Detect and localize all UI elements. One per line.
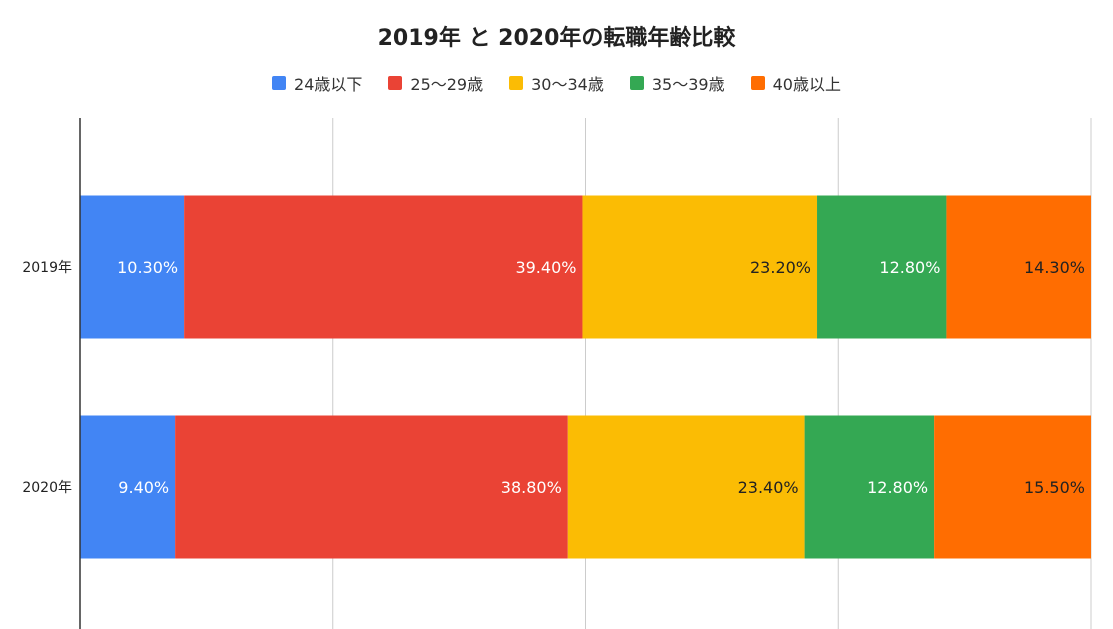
data-label-0-4: 14.30% xyxy=(1024,258,1085,277)
category-label-0: 2019年 xyxy=(22,260,72,276)
bar-1-2 xyxy=(567,415,805,559)
legend-swatch-1 xyxy=(388,76,403,90)
legend-label-0: 24歳以下 xyxy=(294,75,363,94)
bar-1-1 xyxy=(175,415,568,559)
legend-item-2: 30〜34歳 xyxy=(509,71,604,95)
bar-0-3 xyxy=(817,195,947,339)
bar-0-0 xyxy=(80,195,185,339)
legend-label-1: 25〜29歳 xyxy=(410,75,484,94)
data-label-0-1: 39.40% xyxy=(515,258,576,277)
legend: 24歳以下 25〜29歳 30〜34歳 35〜39歳 40歳以上 xyxy=(0,71,1113,95)
data-label-1-1: 38.80% xyxy=(501,478,562,497)
legend-label-2: 30〜34歳 xyxy=(531,75,604,94)
bar-1-4 xyxy=(934,415,1091,559)
data-label-1-2: 23.40% xyxy=(738,478,799,497)
legend-item-3: 35〜39歳 xyxy=(629,71,725,95)
bar-0-2 xyxy=(582,195,818,339)
data-label-1-0: 9.40% xyxy=(118,478,169,497)
bar-0-1 xyxy=(184,195,583,339)
data-label-1-4: 15.50% xyxy=(1024,478,1085,497)
bar-1-3 xyxy=(804,415,935,559)
data-label-0-0: 10.30% xyxy=(117,258,178,277)
legend-swatch-3 xyxy=(629,76,644,90)
bar-0-4 xyxy=(946,195,1091,339)
legend-item-4: 40歳以上 xyxy=(750,71,841,95)
legend-swatch-4 xyxy=(750,76,765,90)
legend-swatch-0 xyxy=(272,76,287,90)
data-label-1-3: 12.80% xyxy=(867,478,928,497)
chart-title: 2019年 と 2020年の転職年齢比較 xyxy=(377,26,736,51)
legend-swatch-2 xyxy=(509,76,524,90)
legend-label-4: 40歳以上 xyxy=(772,75,841,94)
data-label-0-3: 12.80% xyxy=(879,258,940,277)
legend-item-0: 24歳以下 xyxy=(272,71,362,95)
data-label-0-2: 23.20% xyxy=(750,258,811,277)
bar-1-0 xyxy=(80,415,176,559)
legend-item-1: 25〜29歳 xyxy=(388,71,483,95)
category-label-1: 2020年 xyxy=(22,480,72,496)
legend-label-3: 35〜39歳 xyxy=(651,75,725,94)
